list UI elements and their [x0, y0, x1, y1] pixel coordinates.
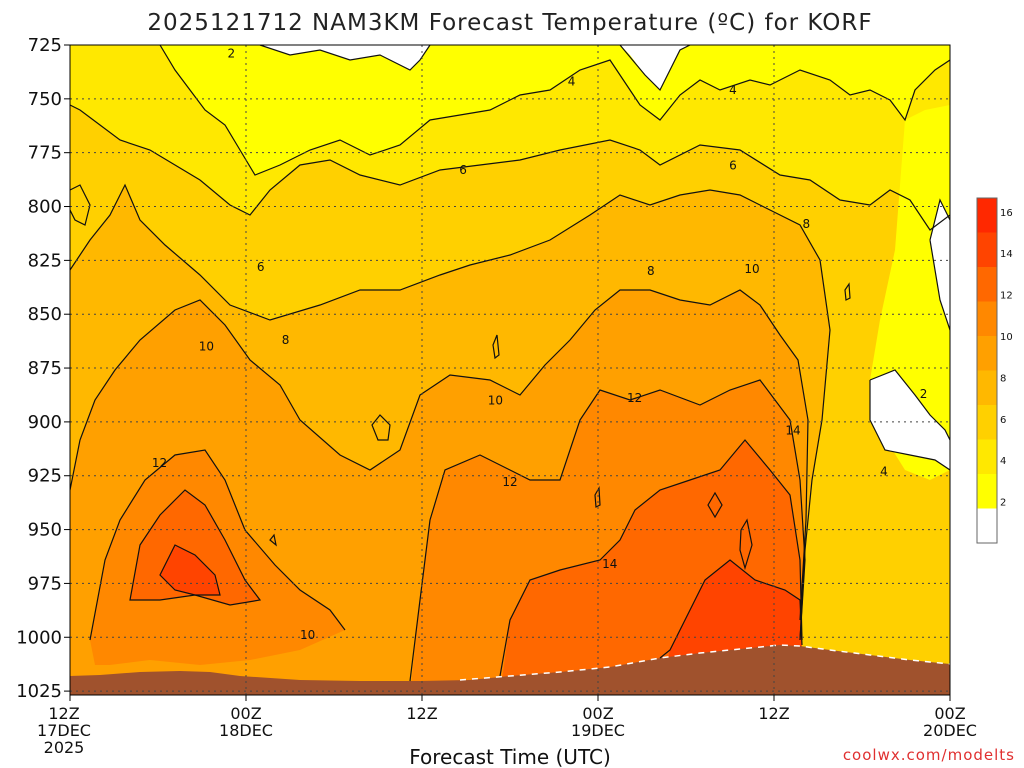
- colorbar-swatch: [977, 508, 997, 543]
- contour-16-right: [659, 559, 803, 659]
- colorbar-label: 4: [1000, 456, 1006, 467]
- contour-label: 14: [785, 424, 800, 438]
- x-axis-label: Forecast Time (UTC): [409, 745, 611, 768]
- y-tick-label: 925: [28, 466, 62, 487]
- contour-label: 4: [729, 83, 737, 97]
- contour-label: 8: [802, 217, 810, 231]
- x-tick-label: 17DEC: [37, 721, 91, 740]
- colorbar-label: 12: [1000, 291, 1013, 302]
- colorbar-swatch: [977, 267, 997, 302]
- contour-label: 2: [228, 47, 236, 61]
- contour-label: 10: [300, 628, 315, 642]
- y-tick-label: 775: [28, 143, 62, 164]
- contour-small-left: [70, 184, 91, 226]
- y-tick-label: 750: [28, 89, 62, 110]
- colorbar-label: 8: [1000, 373, 1006, 384]
- colorbar-label: 14: [1000, 249, 1013, 260]
- contour-labels: 2 4 4 4 2 6 6 6 8 8 8 10 10 10 10 12 12 12 14 14: [152, 47, 928, 642]
- credit-text: coolwx.com/modelts: [843, 746, 1015, 764]
- x-tick-label: 18DEC: [219, 721, 273, 740]
- y-tick-label: 875: [28, 358, 62, 379]
- band-below-2: [260, 45, 950, 470]
- y-tick-label: 950: [28, 520, 62, 541]
- contour-2-top-right: [619, 45, 691, 92]
- contour-label: 6: [459, 163, 467, 177]
- contour-4: [159, 45, 950, 176]
- contour-label: 12: [627, 391, 642, 405]
- terrain-mask: [70, 645, 950, 695]
- x-tick-label: 20DEC: [923, 721, 977, 740]
- colorbar-swatch: [977, 439, 997, 474]
- x-tick-label: 19DEC: [571, 721, 625, 740]
- contour-label: 14: [602, 557, 617, 571]
- colorbar-swatch: [977, 474, 997, 509]
- colorbar-swatch: [977, 336, 997, 371]
- terrain-edge: [459, 644, 950, 681]
- contour-label: 10: [744, 262, 759, 276]
- contour-label: 10: [488, 393, 503, 407]
- contour-6: [70, 104, 950, 231]
- contour-10: [70, 289, 809, 621]
- contour-small-mid: [371, 414, 391, 441]
- y-tick-label: 975: [28, 573, 62, 594]
- contour-small-right-2: [739, 518, 753, 571]
- colorbar-swatch: [977, 232, 997, 267]
- colorbar-frame: [976, 197, 998, 544]
- contour-tiny-1: [492, 334, 500, 360]
- contour-label: 2: [920, 387, 928, 401]
- y-tick-label: 825: [28, 250, 62, 271]
- colorbar-swatch: [977, 198, 997, 233]
- y-axis: 725 750 775 800 825 850 875 900 925 950 975 1000 102…: [16, 35, 70, 702]
- contour-label: 8: [647, 264, 655, 278]
- colorbar-swatch: [977, 405, 997, 440]
- colorbar-swatch: [977, 370, 997, 405]
- contour-tiny-3: [269, 533, 277, 547]
- contour-label: 12: [502, 475, 517, 489]
- x-tick-label: 12Z: [406, 704, 437, 723]
- contour-label: 10: [199, 340, 214, 354]
- temperature-field: 2 4 4 4 2 6 6 6 8 8 8 10 10 10 10 12 12 12 14 14: [70, 45, 950, 695]
- contour-tiny-4: [844, 282, 851, 301]
- x-tick-label: 00Z: [582, 704, 613, 723]
- contour-12-left: [89, 449, 346, 641]
- x-tick-label: 12Z: [758, 704, 789, 723]
- contour-label: 4: [880, 464, 888, 478]
- contour-2-right: [869, 369, 950, 471]
- y-tick-label: 850: [28, 304, 62, 325]
- contour-label: 6: [257, 260, 265, 274]
- colorbar-swatch: [977, 301, 997, 336]
- y-tick-label: 1025: [16, 681, 62, 702]
- x-tick-label: 00Z: [934, 704, 965, 723]
- colorbar-label: 16: [1000, 208, 1013, 219]
- contour-16-left: [159, 544, 221, 596]
- contour-label: 6: [729, 159, 737, 173]
- y-tick-label: 725: [28, 35, 62, 56]
- contour-2-right-upper: [929, 198, 950, 331]
- contour-2-top: [259, 45, 431, 71]
- colorbar-label: 2: [1000, 498, 1006, 509]
- x-tick-label: 2025: [44, 738, 85, 757]
- y-tick-label: 1000: [16, 627, 62, 648]
- band-2-4: [160, 45, 950, 175]
- contour-label: 8: [282, 333, 290, 347]
- contour-12-right: [409, 379, 806, 682]
- y-tick-label: 900: [28, 412, 62, 433]
- contour-8: [70, 183, 831, 641]
- band-14-16: [130, 440, 802, 695]
- x-tick-label: 00Z: [230, 704, 261, 723]
- contour-14-left: [129, 489, 262, 606]
- x-tick-label: 12Z: [48, 704, 79, 723]
- colorbar-label: 6: [1000, 415, 1006, 426]
- plot-frame: [69, 44, 951, 696]
- contour-14-right: [499, 439, 803, 677]
- colorbar: 2 4 6 8 10 12 14 16: [976, 197, 1013, 544]
- contour-label: 4: [568, 75, 576, 89]
- chart-title: 2025121712 NAM3KM Forecast Temperature (…: [147, 10, 872, 36]
- contour-small-right: [707, 491, 723, 519]
- colorbar-label: 10: [1000, 332, 1013, 343]
- y-tick-label: 800: [28, 197, 62, 218]
- contour-label: 12: [152, 456, 167, 470]
